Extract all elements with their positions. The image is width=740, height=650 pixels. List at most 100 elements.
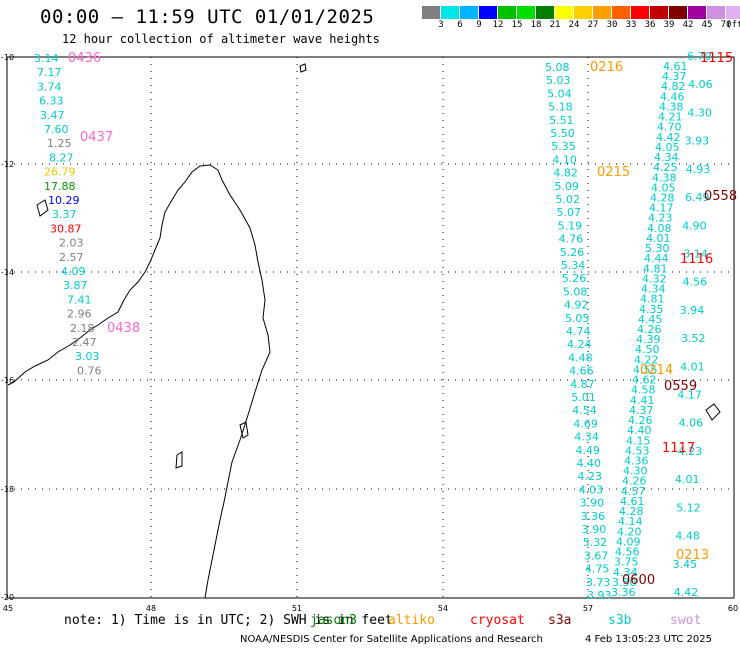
wave-height-reading: 4.06: [688, 78, 713, 91]
wave-height-reading: 26.79: [44, 166, 76, 179]
wave-height-reading: 4.58: [631, 384, 656, 397]
wave-height-reading: 4.20: [617, 525, 642, 538]
wave-height-reading: 4.61: [620, 495, 645, 508]
wave-height-reading: 4.34: [574, 431, 599, 444]
wave-height-reading: 4.17: [649, 202, 674, 215]
wave-height-reading: 4.81: [643, 262, 668, 275]
pass-time-label: 0559: [664, 379, 697, 394]
wave-height-reading: 4.48: [568, 351, 593, 364]
lon-tick-label: 48: [146, 604, 156, 613]
wave-height-reading: 4.57: [621, 485, 646, 498]
wave-height-reading: 4.37: [662, 70, 687, 83]
wave-height-reading: 4.17: [677, 389, 702, 402]
wave-height-reading: 4.08: [647, 222, 672, 235]
legend-swatch: [650, 6, 669, 19]
wave-height-reading: 4.93: [686, 163, 711, 176]
wave-height-reading: 2.18: [70, 322, 95, 335]
wave-height-reading: 4.48: [675, 530, 700, 543]
wave-height-reading: 5.05: [565, 312, 590, 325]
wave-height-reading: 4.34: [613, 566, 638, 579]
legend-swatch: [707, 6, 726, 19]
wave-height-reading: 4.40: [627, 424, 652, 437]
wave-height-reading: 3.90: [582, 523, 607, 536]
pass-time-label: 0215: [597, 165, 630, 180]
wave-height-reading: 4.30: [623, 465, 648, 478]
wave-height-reading: 6.33: [39, 95, 64, 108]
legend-label: 42: [682, 20, 694, 30]
wave-height-reading: 4.23: [678, 445, 703, 458]
wave-height-reading: 6.70: [687, 50, 712, 63]
satellite-name: jason3: [310, 613, 357, 628]
lon-tick-label: 57: [583, 604, 593, 613]
wave-height-reading: 3.94: [680, 304, 705, 317]
legend-swatch: [612, 6, 631, 19]
wave-height-reading: 2.03: [59, 237, 84, 250]
wave-height-reading: 10.29: [48, 194, 80, 207]
wave-height-reading: 5.34: [561, 259, 586, 272]
wave-height-reading: 4.05: [655, 141, 680, 154]
pass-time-label: 0214: [640, 363, 673, 378]
wave-height-reading: 3.03: [75, 350, 100, 363]
map-axis-ticks: 45 48 51 54 57 60 -10 -12 -14 -16 -18 -20: [1, 53, 738, 613]
wave-height-reading: 4.45: [638, 313, 663, 326]
wave-height-reading: 3.93: [587, 589, 612, 602]
wave-height-reading: 4.36: [624, 455, 649, 468]
wave-height-reading: 4.10: [552, 153, 577, 166]
wave-height-reading: 3.47: [40, 109, 65, 122]
legend-swatch: [460, 6, 479, 19]
satellite-name: s3a: [548, 613, 572, 628]
wave-height-reading: 3.52: [681, 332, 706, 345]
wave-height-reading: 4.35: [639, 303, 664, 316]
legend-swatch: [555, 6, 574, 19]
legend-unit: (ft): [726, 20, 740, 30]
color-legend: [422, 6, 740, 19]
wave-height-reading: 4.40: [577, 457, 602, 470]
wave-height-reading: 4.54: [572, 404, 597, 417]
lon-tick-label: 45: [3, 604, 13, 613]
legend-label: 18: [530, 20, 542, 30]
wave-height-reading: 5.26: [562, 272, 587, 285]
legend-swatch: [479, 6, 498, 19]
legend-label: 45: [701, 20, 713, 30]
wave-height-reading: 4.25: [653, 161, 678, 174]
wave-height-reading: 3.45: [673, 558, 698, 571]
wave-height-reading: 4.44: [644, 252, 669, 265]
legend-swatch: [688, 6, 707, 19]
legend-label: 15: [511, 20, 523, 30]
legend-swatch: [441, 6, 460, 19]
wave-height-reading: 7.41: [67, 293, 92, 306]
wave-height-reading: 4.34: [654, 151, 679, 164]
legend-swatch: [631, 6, 650, 19]
wave-height-reading: 4.23: [648, 212, 673, 225]
wave-height-reading: 4.01: [675, 473, 700, 486]
legend-label: 30: [606, 20, 618, 30]
wave-height-reading: 4.34: [641, 283, 666, 296]
pass-time-label: 0216: [590, 60, 623, 75]
wave-height-reading: 5.09: [554, 180, 579, 193]
wave-height-reading: 5.08: [563, 285, 588, 298]
wave-height-reading: 5.02: [556, 193, 581, 206]
wave-height-reading: 4.09: [61, 265, 86, 278]
wave-height-reading: 7.60: [44, 123, 69, 136]
wave-height-reading: 4.05: [651, 181, 676, 194]
wave-height-reading: 3.90: [580, 497, 605, 510]
wave-height-reading: 4.38: [659, 100, 684, 113]
wave-height-reading: 3.14: [34, 52, 59, 65]
wave-height-reading: 5.07: [557, 206, 582, 219]
wave-height-reading: 5.18: [548, 101, 573, 114]
islet-4: [299, 63, 307, 73]
legend-swatch: [593, 6, 612, 19]
wave-height-reading: 7.17: [37, 66, 62, 79]
wave-height-reading: 4.28: [619, 505, 644, 518]
wave-height-reading: 4.30: [687, 106, 712, 119]
legend-label: 24: [568, 20, 580, 30]
pass-time-label: 1115: [700, 51, 733, 66]
wave-height-reading: 3.73: [586, 576, 611, 589]
wave-height-reading: 4.61: [663, 60, 688, 73]
legend-label: 21: [549, 20, 561, 30]
wave-height-reading: 2.47: [72, 336, 97, 349]
map-title: 00:00 — 11:59 UTC 01/01/2025: [40, 6, 375, 28]
wave-height-reading: 4.01: [646, 232, 671, 245]
lat-tick-label: -12: [1, 160, 14, 169]
